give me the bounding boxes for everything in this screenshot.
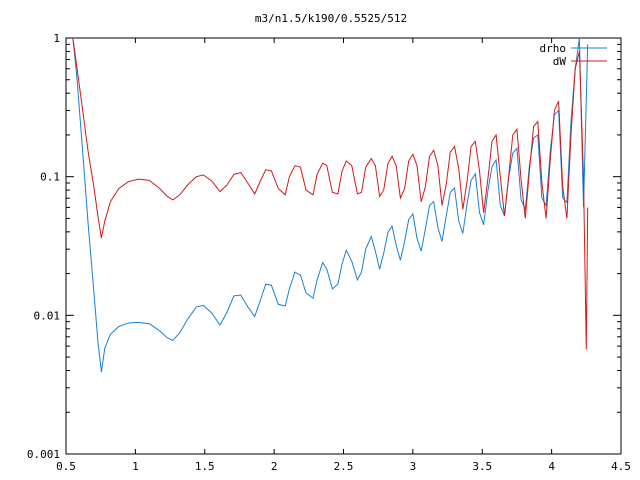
x-tick-label: 3	[410, 460, 417, 473]
x-tick-label: 2.5	[334, 460, 354, 473]
legend-label: dW	[553, 55, 567, 68]
y-axis: 0.001 0.01 0.1 1	[27, 32, 621, 461]
series-line-dw	[72, 38, 589, 350]
legend-label: drho	[540, 42, 567, 55]
series-line-drho	[72, 38, 589, 373]
y-tick-label: 0.001	[27, 448, 60, 461]
x-tick-label: 4	[548, 460, 555, 473]
x-tick-label: 2	[271, 460, 278, 473]
plot-frame	[65, 37, 622, 455]
x-tick-label: 0.5	[56, 460, 76, 473]
x-tick-label: 1	[132, 460, 139, 473]
chart-title: m3/n1.5/k190/0.5525/512	[255, 12, 407, 25]
y-tick-label: 0.01	[34, 309, 61, 322]
series-layer	[72, 38, 589, 373]
y-tick-label: 0.1	[40, 171, 60, 184]
x-tick-label: 1.5	[195, 460, 215, 473]
y-tick-label: 1	[53, 32, 60, 45]
x-axis: 0.5 1 1.5 2 2.5 3 3.5 4 4.5	[56, 38, 631, 473]
x-tick-label: 3.5	[472, 460, 492, 473]
x-tick-label: 4.5	[611, 460, 631, 473]
